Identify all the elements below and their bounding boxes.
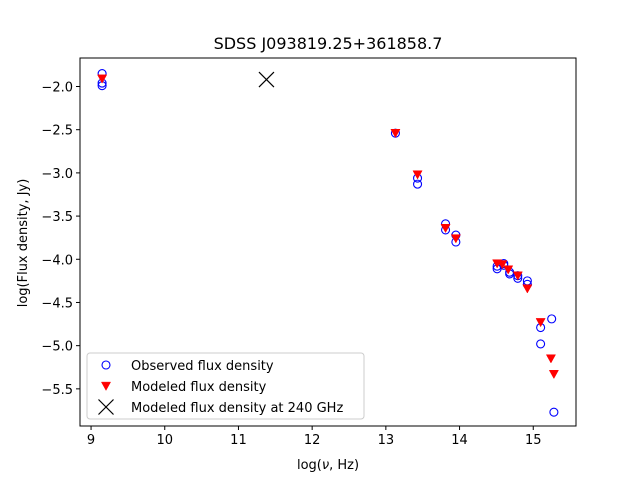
y-tick-label: −5.5 xyxy=(41,383,73,398)
modeled-point xyxy=(503,265,514,275)
legend-label: Observed flux density xyxy=(131,359,274,374)
legend-marker-icon xyxy=(101,360,111,370)
y-axis-ticks: −2.0 −2.5 −3.0 −3.5 −4.0 −4.5 −5.0 −5.5 xyxy=(41,81,80,398)
x-tick-label: 11 xyxy=(230,433,247,448)
x-axis-label: log(ν, Hz) xyxy=(297,458,359,473)
y-axis-label: log(Flux density, Jy) xyxy=(16,179,31,308)
chart-title: SDSS J093819.25+361858.7 xyxy=(214,34,443,53)
legend-marker-icon xyxy=(100,381,112,391)
modeled-point xyxy=(497,260,508,270)
modeled-point xyxy=(512,271,523,281)
plot-frame xyxy=(79,57,577,427)
y-tick-label: −2.5 xyxy=(41,124,73,139)
data-marks xyxy=(97,68,559,417)
modeled-point xyxy=(450,234,461,244)
modeled-240ghz-point xyxy=(258,71,275,88)
modeled-point xyxy=(440,224,451,234)
x-tick-label: 14 xyxy=(451,433,468,448)
x-tick-label: 10 xyxy=(156,433,173,448)
observed-point xyxy=(549,407,559,417)
modeled-point xyxy=(97,74,108,84)
modeled-point xyxy=(548,370,559,380)
modeled-point xyxy=(545,354,556,364)
legend-label: Modeled flux density at 240 GHz xyxy=(131,401,343,416)
observed-point xyxy=(412,179,423,189)
series-modeled-point xyxy=(97,74,559,380)
x-axis-ticks: 9 10 11 12 13 14 15 xyxy=(87,426,542,448)
modeled-point xyxy=(522,284,533,294)
observed-point xyxy=(547,314,557,324)
observed-point xyxy=(536,339,546,349)
modeled-point xyxy=(390,128,401,139)
x-tick-label: 15 xyxy=(525,433,542,448)
y-tick-label: −4.0 xyxy=(41,253,73,268)
y-tick-label: −3.5 xyxy=(41,210,73,225)
legend-box xyxy=(86,352,365,420)
y-tick-label: −2.0 xyxy=(41,81,73,96)
x-tick-label: 9 xyxy=(87,433,95,448)
legend-label: Modeled flux density xyxy=(131,380,267,395)
series-modeled-240ghz-point xyxy=(258,71,275,88)
legend-item-modeled: Modeled flux density xyxy=(100,380,267,395)
y-tick-label: −3.0 xyxy=(41,167,73,182)
x-tick-label: 12 xyxy=(304,433,321,448)
y-tick-label: −4.5 xyxy=(41,296,73,311)
y-tick-label: −5.0 xyxy=(41,340,73,355)
modeled-point xyxy=(535,318,546,328)
legend-marker-icon xyxy=(98,399,114,415)
legend-item-observed: Observed flux density xyxy=(101,359,274,374)
legend: Observed flux density Modeled flux densit… xyxy=(86,352,365,420)
modeled-point xyxy=(412,170,423,180)
legend-item-modeled-240ghz: Modeled flux density at 240 GHz xyxy=(98,399,343,416)
x-tick-label: 13 xyxy=(378,433,395,448)
